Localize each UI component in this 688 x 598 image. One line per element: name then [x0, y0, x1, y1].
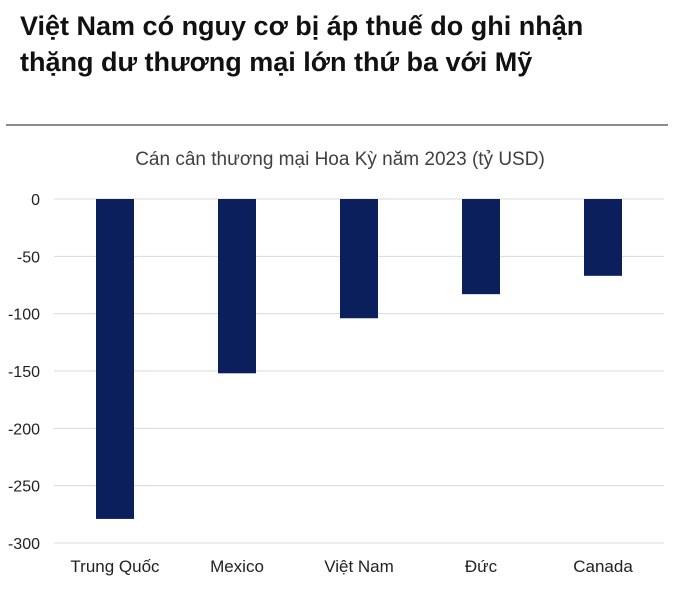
divider	[6, 124, 668, 126]
headline: Việt Nam có nguy cơ bị áp thuế do ghi nh…	[20, 8, 680, 80]
bar	[340, 199, 378, 319]
headline-line-1: Việt Nam có nguy cơ bị áp thuế do ghi nh…	[20, 11, 584, 41]
bar	[462, 199, 500, 295]
y-tick-label: -50	[17, 249, 40, 266]
chart-title: Cán cân thương mại Hoa Kỳ năm 2023 (tỷ U…	[135, 149, 545, 170]
bar	[96, 199, 134, 519]
x-tick-label: Mexico	[210, 557, 264, 576]
x-tick-label: Trung Quốc	[70, 557, 160, 576]
x-tick-label: Việt Nam	[324, 557, 394, 576]
headline-line-2: thặng dư thương mại lớn thứ ba với Mỹ	[20, 47, 533, 77]
x-tick-label: Canada	[573, 557, 633, 576]
y-axis: 0 -50 -100 -150 -200 -250 -300	[8, 192, 40, 553]
bar	[584, 199, 622, 276]
x-axis: Trung Quốc Mexico Việt Nam Đức Canada	[70, 557, 633, 576]
y-tick-label: 0	[31, 192, 40, 209]
bars	[96, 199, 622, 519]
bar	[218, 199, 256, 374]
y-tick-label: -200	[8, 421, 40, 438]
y-tick-label: -150	[8, 364, 40, 381]
y-tick-label: -250	[8, 479, 40, 496]
y-tick-label: -300	[8, 536, 40, 553]
x-tick-label: Đức	[465, 557, 498, 576]
y-tick-label: -100	[8, 307, 40, 324]
